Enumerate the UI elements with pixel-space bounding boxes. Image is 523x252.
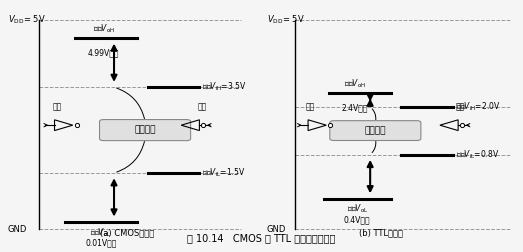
Text: 噪声余量: 噪声余量	[134, 125, 156, 135]
Text: 0.01V以下: 0.01V以下	[85, 238, 117, 247]
Text: 4.99V以上: 4.99V以上	[88, 48, 119, 57]
Text: 2.4V以上: 2.4V以上	[342, 103, 368, 112]
Text: 输出$V_{\mathrm{oH}}$: 输出$V_{\mathrm{oH}}$	[93, 22, 115, 35]
Text: 输出$V_{\mathrm{oH}}$: 输出$V_{\mathrm{oH}}$	[344, 77, 366, 90]
FancyBboxPatch shape	[330, 121, 421, 140]
Text: $V_{\mathrm{DD}}$= 5V: $V_{\mathrm{DD}}$= 5V	[8, 14, 46, 26]
Text: 输入$V_{\mathrm{iL}}$=1.5V: 输入$V_{\mathrm{iL}}$=1.5V	[202, 167, 245, 179]
Text: 输入$V_{\mathrm{iH}}$=3.5V: 输入$V_{\mathrm{iH}}$=3.5V	[202, 81, 246, 93]
Text: 输入$V_{\mathrm{iL}}$=0.8V: 输入$V_{\mathrm{iL}}$=0.8V	[456, 148, 499, 161]
Text: 0.4V以下: 0.4V以下	[344, 215, 370, 224]
Text: 输入: 输入	[456, 103, 465, 112]
Text: (b) TTL的场合: (b) TTL的场合	[358, 229, 403, 238]
Text: (a) CMOS的场合: (a) CMOS的场合	[100, 229, 154, 238]
Text: 输出$V_{\mathrm{oL}}$: 输出$V_{\mathrm{oL}}$	[347, 203, 368, 215]
Text: 图 10.14   CMOS 与 TTL 噪声余量的比较: 图 10.14 CMOS 与 TTL 噪声余量的比较	[187, 233, 336, 243]
FancyBboxPatch shape	[99, 119, 190, 141]
Text: 噪声余量: 噪声余量	[365, 126, 386, 135]
Text: 输入$V_{\mathrm{iH}}$=2.0V: 输入$V_{\mathrm{iH}}$=2.0V	[456, 101, 500, 113]
Text: $V_{\mathrm{DD}}$= 5V: $V_{\mathrm{DD}}$= 5V	[267, 14, 304, 26]
Text: 输入: 输入	[197, 103, 207, 112]
Text: 输出: 输出	[306, 103, 315, 112]
Text: 输出$V_{\mathrm{oL}}$: 输出$V_{\mathrm{oL}}$	[90, 226, 112, 239]
Text: 输出: 输出	[52, 103, 62, 112]
Text: GND: GND	[267, 225, 286, 234]
Text: GND: GND	[8, 225, 27, 234]
